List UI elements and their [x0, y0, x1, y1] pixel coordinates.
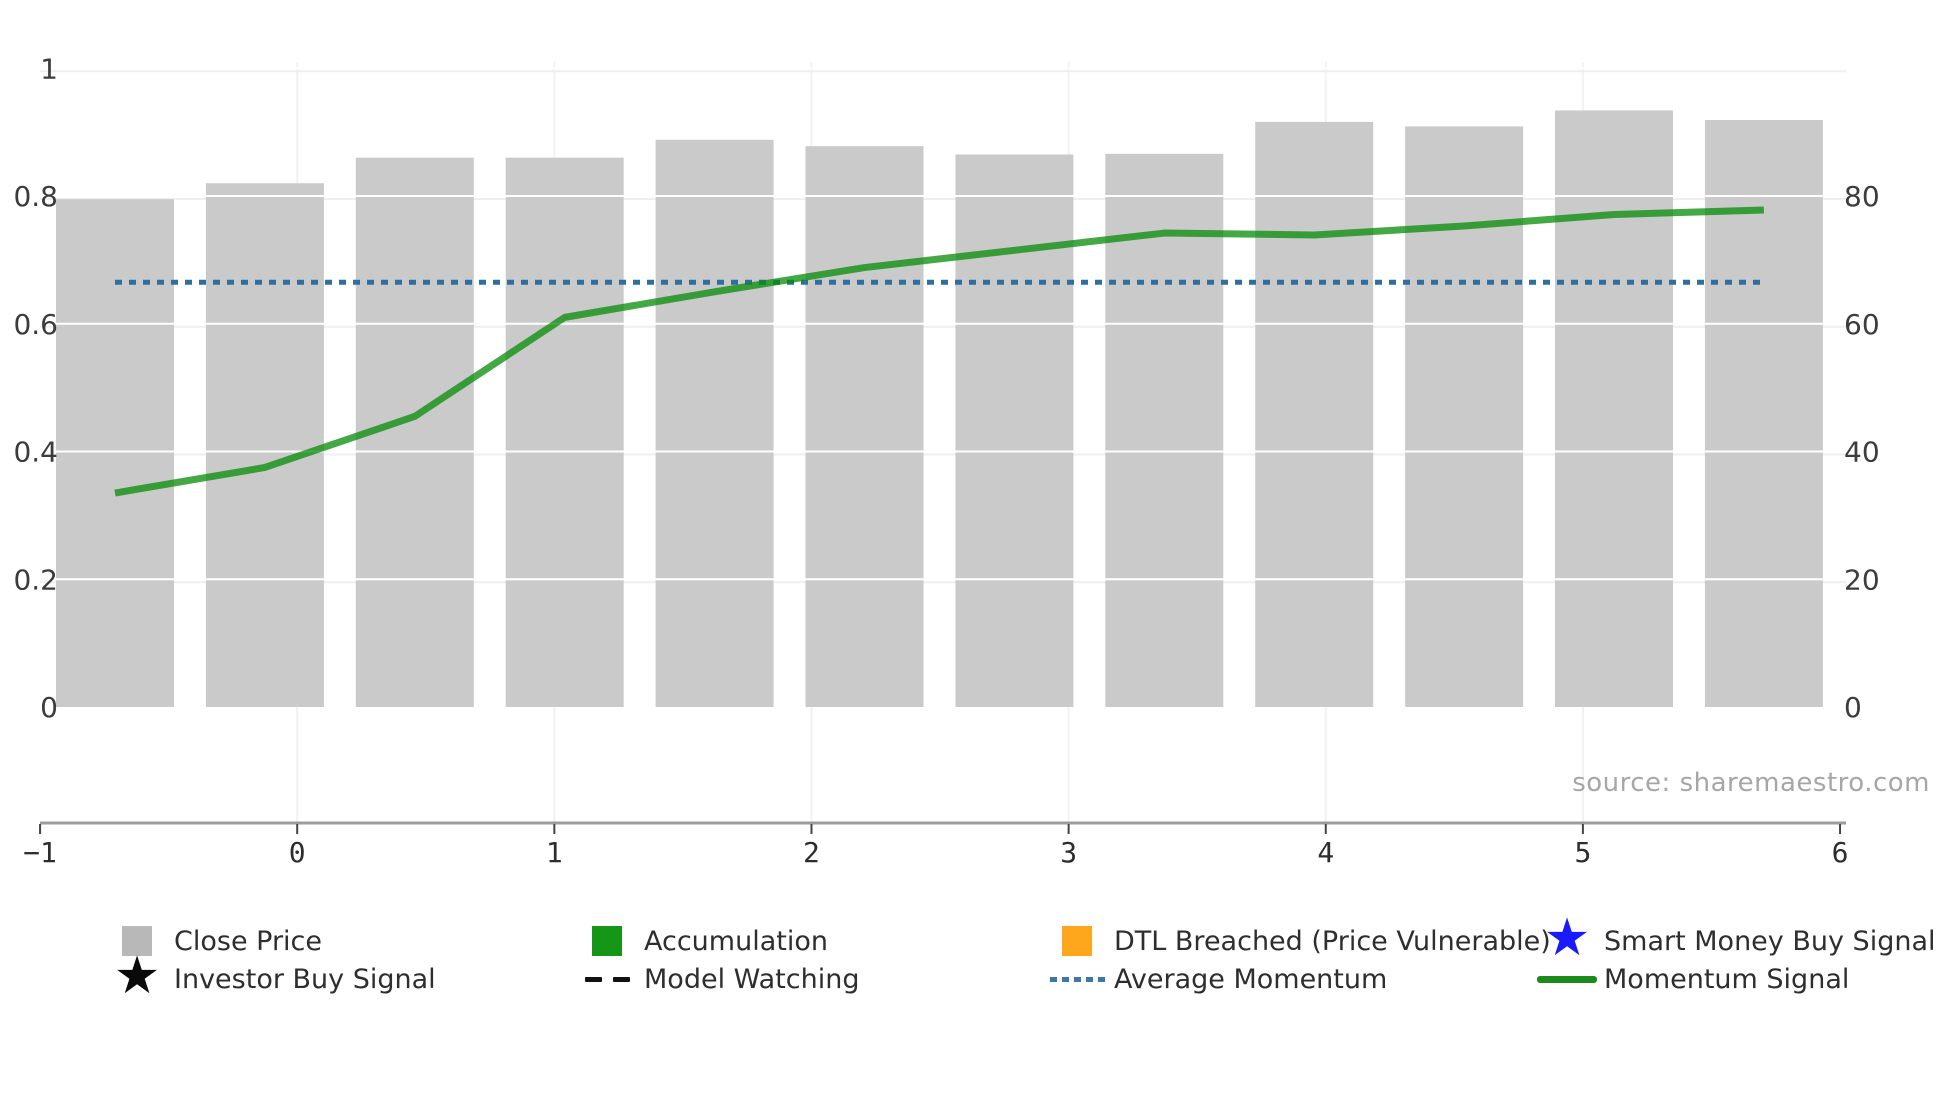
left-axis-tick-label: 1: [40, 52, 58, 85]
close-price-bar: [505, 157, 624, 708]
x-axis-tick-label: 2: [803, 836, 820, 869]
legend-item-smart-money-buy-signal[interactable]: ★ Smart Money Buy Signal: [1530, 908, 1936, 968]
right-axis-tick-label: 80: [1844, 180, 1880, 213]
x-axis-tick-label: 3: [1060, 836, 1077, 869]
dotted-line-icon: [1040, 976, 1114, 982]
x-axis-tick-label: 1: [546, 836, 563, 869]
swatch-icon: [1040, 926, 1114, 956]
left-axis-tick-label: 0.6: [13, 308, 58, 341]
x-axis-tick-label: 6: [1832, 836, 1849, 869]
close-price-bar: [1555, 110, 1673, 708]
legend-label: Model Watching: [644, 963, 860, 995]
close-price-bar: [1405, 126, 1524, 708]
close-price-bar: [1105, 153, 1224, 707]
dashed-line-icon: [570, 976, 644, 982]
right-axis-tick-label: 20: [1844, 563, 1880, 596]
source-credit: source: sharemaestro.com: [1572, 768, 1930, 798]
legend-label: Accumulation: [644, 925, 828, 957]
swatch-icon: [100, 926, 174, 956]
x-axis-tick-label: 4: [1317, 836, 1334, 869]
star-icon: ★: [113, 946, 161, 1006]
x-axis-tick-label: 0: [289, 836, 306, 869]
left-axis-tick-label: 0.2: [13, 563, 58, 596]
legend-label: Close Price: [174, 925, 322, 957]
x-axis-tick-label: −1: [23, 836, 57, 869]
legend-item-model-watching[interactable]: Model Watching: [570, 958, 859, 1000]
right-axis-tick-label: 0: [1844, 691, 1862, 724]
close-price-bar: [955, 154, 1074, 707]
close-price-bar: [205, 183, 324, 708]
star-icon: ★: [1543, 908, 1591, 968]
right-axis-tick-label: 40: [1844, 436, 1880, 469]
close-price-bar: [655, 139, 774, 708]
swatch-icon: [570, 926, 644, 956]
legend-item-accumulation[interactable]: Accumulation: [570, 920, 828, 962]
legend-label: Smart Money Buy Signal: [1604, 925, 1936, 957]
close-price-bar: [805, 146, 924, 708]
line-swatch-icon: [1530, 975, 1604, 983]
close-price-bar: [1704, 119, 1823, 707]
legend-label: Investor Buy Signal: [174, 963, 436, 995]
legend-item-dtl-breached-price-vulnerable[interactable]: DTL Breached (Price Vulnerable): [1040, 920, 1551, 962]
momentum-signal-line: [114, 206, 1765, 497]
legend-item-average-momentum[interactable]: Average Momentum: [1040, 958, 1387, 1000]
legend-item-close-price[interactable]: Close Price: [100, 920, 322, 962]
close-price-bar: [56, 199, 174, 707]
right-axis-tick-label: 60: [1844, 308, 1880, 341]
left-axis-tick-label: 0.4: [13, 436, 58, 469]
close-price-bar: [1255, 121, 1374, 707]
legend-label: DTL Breached (Price Vulnerable): [1114, 925, 1551, 957]
legend-label: Average Momentum: [1114, 963, 1388, 995]
left-axis-tick-label: 0.8: [13, 180, 58, 213]
left-axis-tick-label: 0: [40, 691, 58, 724]
legend-item-investor-buy-signal[interactable]: ★ Investor Buy Signal: [100, 946, 436, 1006]
legend-label: Momentum Signal: [1604, 963, 1850, 995]
legend-item-momentum-signal[interactable]: Momentum Signal: [1530, 958, 1849, 1000]
x-axis-tick-label: 5: [1574, 836, 1591, 869]
